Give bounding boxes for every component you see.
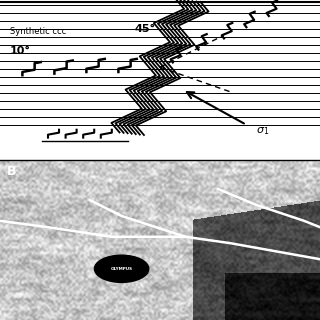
Circle shape	[94, 255, 149, 282]
Text: B: B	[6, 165, 16, 178]
Text: 45°: 45°	[134, 24, 156, 34]
Text: $\sigma_1$: $\sigma_1$	[256, 125, 269, 137]
Text: OLYMPUS: OLYMPUS	[111, 267, 132, 271]
Text: Synthetic ccc: Synthetic ccc	[10, 28, 66, 36]
Text: 10°: 10°	[10, 46, 31, 56]
